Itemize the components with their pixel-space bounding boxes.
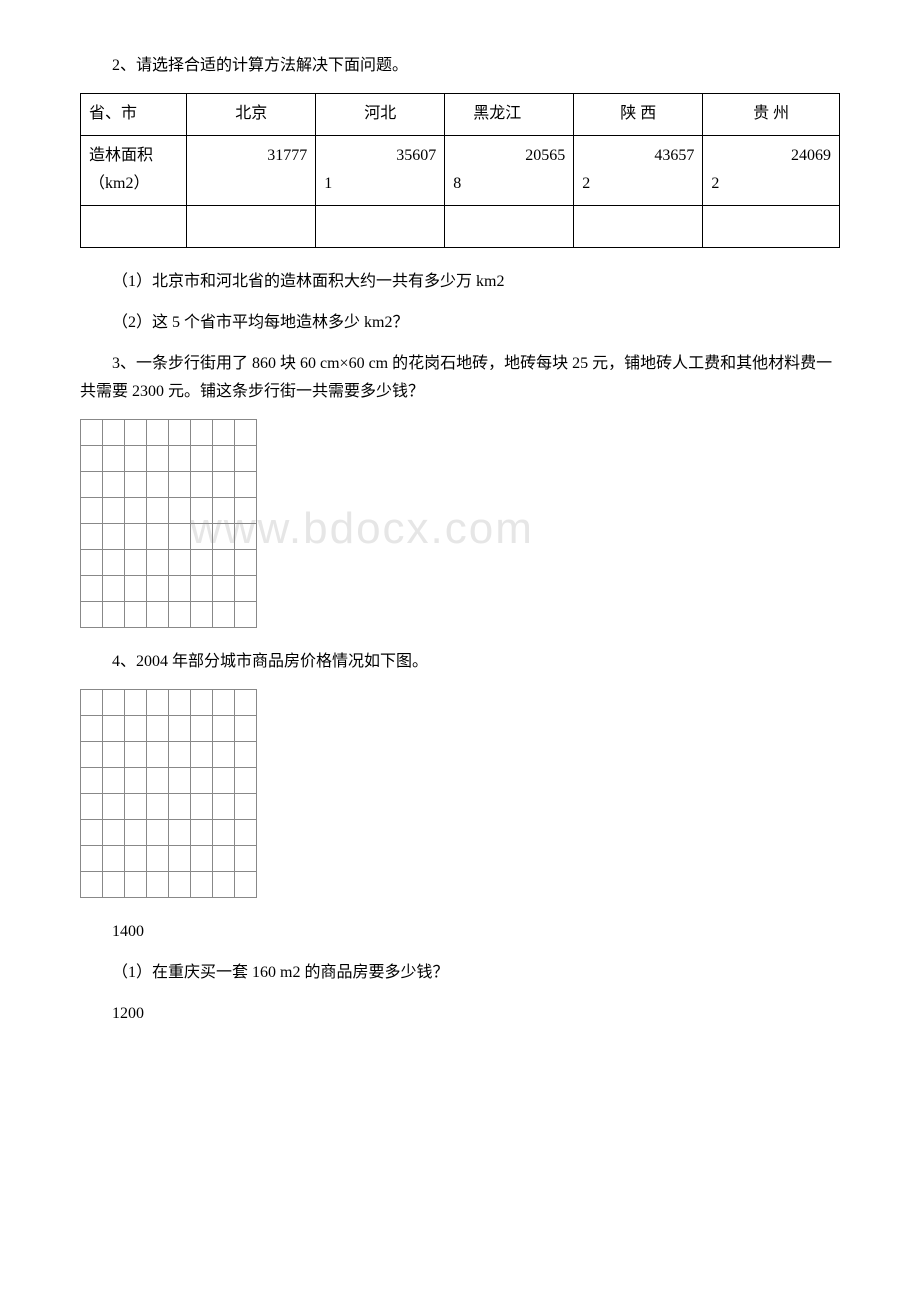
q2-sub1: （1）北京市和河北省的造林面积大约一共有多少万 km2 — [80, 268, 840, 297]
val-hi: 24069 — [791, 147, 831, 164]
val-shaanxi: 43657 2 — [574, 135, 703, 206]
q4-chart-grid — [80, 689, 257, 898]
col-shaanxi: 陕 西 — [574, 93, 703, 135]
q3-work-grid — [80, 419, 257, 628]
table-row: 省、市 北京 河北 黑龙江 陕 西 贵 州 — [81, 93, 840, 135]
q4-num-1200: 1200 — [80, 1000, 840, 1029]
empty-cell — [316, 206, 445, 248]
val-lo: 2 — [711, 170, 719, 199]
empty-cell — [445, 206, 574, 248]
table-row — [81, 206, 840, 248]
forestation-table: 省、市 北京 河北 黑龙江 陕 西 贵 州 造林面积（km2） 31777 35… — [80, 93, 840, 248]
val-hi: 31777 — [267, 147, 307, 164]
val-hi: 35607 — [396, 147, 436, 164]
val-beijing: 31777 — [187, 135, 316, 206]
q4-num-1400: 1400 — [80, 918, 840, 947]
val-hi: 43657 — [654, 147, 694, 164]
col-heilongjiang: 黑龙江 — [445, 93, 574, 135]
table-header-area: 造林面积（km2） — [81, 135, 187, 206]
q2-sub2: （2）这 5 个省市平均每地造林多少 km2？ — [80, 309, 840, 338]
col-beijing: 北京 — [187, 93, 316, 135]
val-hebei: 35607 1 — [316, 135, 445, 206]
val-lo: 8 — [453, 170, 461, 199]
col-hebei: 河北 — [316, 93, 445, 135]
val-lo: 2 — [582, 170, 590, 199]
val-guizhou: 24069 2 — [703, 135, 840, 206]
empty-cell — [187, 206, 316, 248]
table-row: 造林面积（km2） 31777 35607 1 20565 8 43657 2 … — [81, 135, 840, 206]
empty-cell — [81, 206, 187, 248]
col-guizhou: 贵 州 — [703, 93, 840, 135]
q2-prompt: 2、请选择合适的计算方法解决下面问题。 — [80, 52, 840, 81]
table-header-province: 省、市 — [81, 93, 187, 135]
q3-text: 3、一条步行街用了 860 块 60 cm×60 cm 的花岗石地砖，地砖每块 … — [80, 350, 840, 408]
q4-prompt: 4、2004 年部分城市商品房价格情况如下图。 — [80, 648, 840, 677]
val-hi: 20565 — [525, 147, 565, 164]
val-lo: 1 — [324, 170, 332, 199]
val-heilongjiang: 20565 8 — [445, 135, 574, 206]
empty-cell — [574, 206, 703, 248]
q4-sub1: （1）在重庆买一套 160 m2 的商品房要多少钱？ — [80, 959, 840, 988]
empty-cell — [703, 206, 840, 248]
